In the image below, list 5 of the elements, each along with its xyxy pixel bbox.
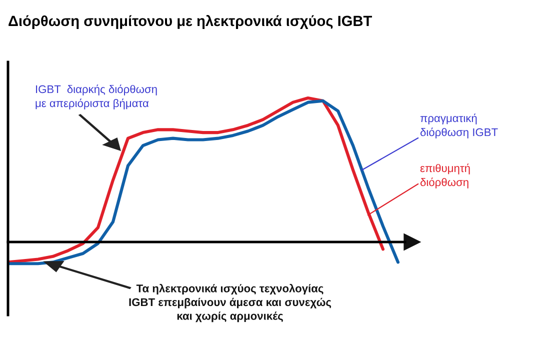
text: επιθυμητή διόρθωση [420,164,470,188]
chart-title: Διόρθωση συνημίτονου με ηλεκτρονικά ισχύος IGBT [8,15,372,29]
text: πραγματική διόρθωση IGBT [420,114,498,138]
text: Τα ηλεκτρονικά ισχύος τεχνολογίας IGBT επεμβαίνουν άμεσα και συνεχώς και χωρίς αρμονικές [129,284,332,322]
annotation: IGBT διαρκής διόρθωση με απεριόριστα βήματα [36,84,157,110]
